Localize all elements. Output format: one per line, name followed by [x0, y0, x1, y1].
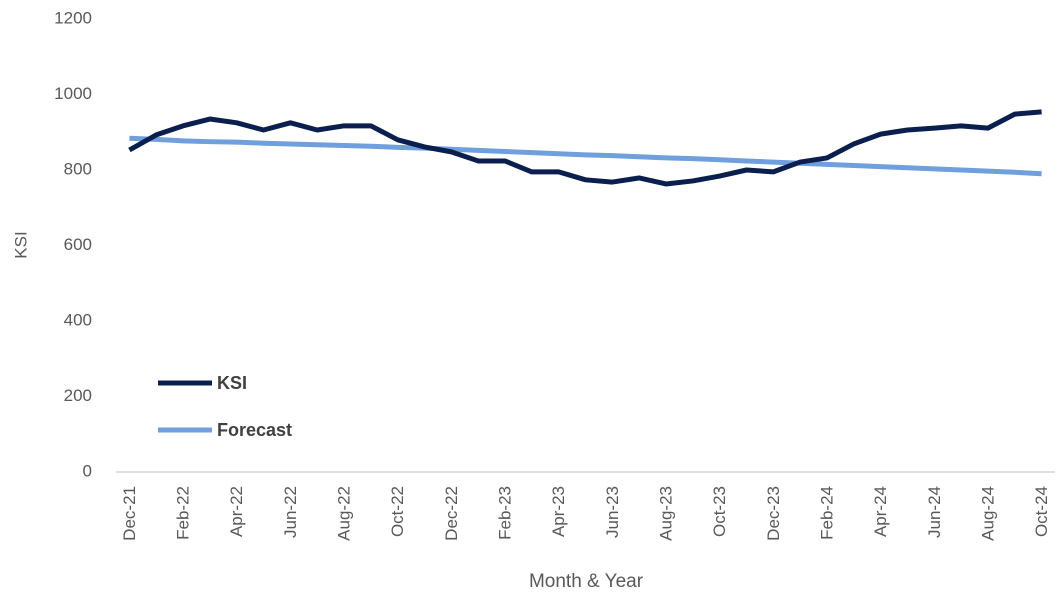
x-tick-label: Aug-24	[978, 486, 997, 541]
x-tick-label: Apr-24	[871, 486, 890, 537]
legend-label: KSI	[217, 373, 247, 393]
y-tick-label: 400	[64, 310, 92, 329]
x-axis-title: Month & Year	[529, 571, 644, 592]
x-tick-label: Aug-23	[656, 486, 675, 541]
y-tick-label: 1200	[54, 8, 92, 27]
x-tick-label: Oct-23	[710, 486, 729, 537]
x-tick-label: Apr-22	[227, 486, 246, 537]
line-series	[129, 135, 1042, 177]
x-tick-label: Jun-23	[603, 486, 622, 538]
x-tick-label: Feb-23	[495, 486, 514, 540]
y-tick-label: 0	[83, 461, 92, 480]
y-axis-title: KSI	[11, 231, 30, 258]
x-tick-label: Oct-24	[1032, 486, 1051, 537]
x-tick-label: Dec-23	[764, 486, 783, 541]
x-tick-label: Aug-22	[335, 486, 354, 541]
x-tick-label: Dec-21	[120, 486, 139, 541]
y-tick-label: 200	[64, 386, 92, 405]
x-tick-label: Jun-24	[925, 486, 944, 538]
x-tick-label: Feb-22	[174, 486, 193, 540]
x-tick-label: Jun-22	[281, 486, 300, 538]
line-series	[128, 109, 1042, 187]
x-tick-label: Feb-24	[817, 486, 836, 540]
x-tick-label: Apr-23	[549, 486, 568, 537]
legend-label: Forecast	[217, 420, 292, 440]
y-tick-label: 600	[64, 235, 92, 254]
x-tick-label: Dec-22	[442, 486, 461, 541]
y-tick-label: 1000	[54, 84, 92, 103]
x-tick-label: Oct-22	[388, 486, 407, 537]
y-tick-label: 800	[64, 159, 92, 178]
